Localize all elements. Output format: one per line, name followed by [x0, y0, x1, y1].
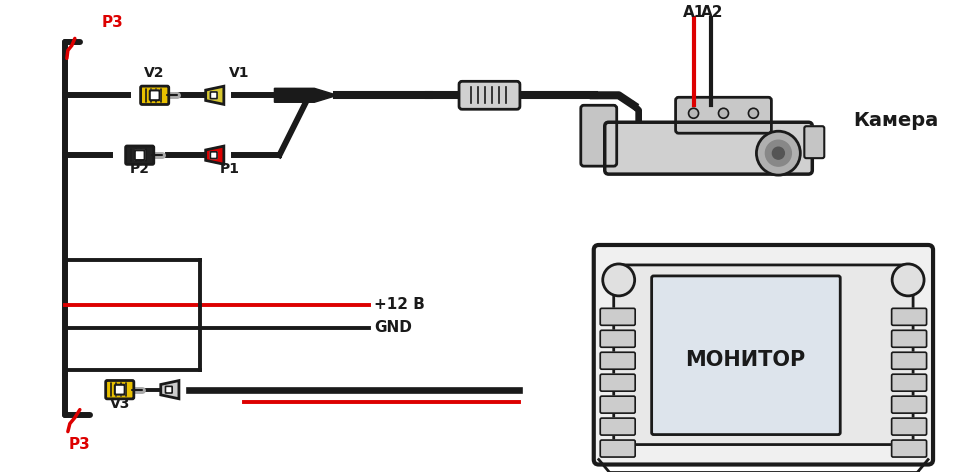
FancyBboxPatch shape — [892, 330, 926, 347]
Text: P1: P1 — [220, 162, 240, 176]
Text: Камера: Камера — [853, 111, 939, 130]
Text: +12 В: +12 В — [374, 297, 425, 312]
FancyBboxPatch shape — [676, 97, 772, 133]
Text: V3: V3 — [109, 396, 130, 411]
FancyBboxPatch shape — [134, 150, 145, 160]
FancyBboxPatch shape — [210, 152, 217, 159]
FancyBboxPatch shape — [600, 374, 636, 391]
FancyBboxPatch shape — [804, 126, 825, 158]
FancyBboxPatch shape — [652, 276, 840, 435]
FancyBboxPatch shape — [600, 418, 636, 435]
Text: GND: GND — [374, 320, 412, 335]
FancyBboxPatch shape — [140, 86, 169, 104]
Circle shape — [765, 140, 791, 166]
FancyBboxPatch shape — [613, 265, 913, 445]
Circle shape — [749, 108, 758, 118]
FancyBboxPatch shape — [600, 330, 636, 347]
Circle shape — [756, 131, 801, 175]
FancyBboxPatch shape — [892, 418, 926, 435]
FancyBboxPatch shape — [892, 396, 926, 413]
FancyBboxPatch shape — [892, 374, 926, 391]
FancyBboxPatch shape — [210, 92, 217, 99]
FancyBboxPatch shape — [600, 352, 636, 369]
FancyBboxPatch shape — [126, 146, 154, 164]
Text: P3: P3 — [102, 15, 124, 30]
Text: МОНИТОР: МОНИТОР — [685, 350, 805, 370]
Text: P2: P2 — [130, 162, 150, 176]
Text: V1: V1 — [229, 67, 250, 80]
FancyBboxPatch shape — [115, 385, 125, 395]
FancyBboxPatch shape — [459, 81, 520, 109]
FancyBboxPatch shape — [594, 245, 933, 464]
Circle shape — [688, 108, 699, 118]
FancyBboxPatch shape — [165, 386, 172, 393]
Circle shape — [718, 108, 729, 118]
FancyBboxPatch shape — [892, 440, 926, 457]
Text: A2: A2 — [701, 5, 724, 20]
Polygon shape — [205, 146, 224, 164]
FancyBboxPatch shape — [150, 90, 159, 100]
Text: P3: P3 — [69, 437, 90, 452]
FancyBboxPatch shape — [600, 308, 636, 325]
Polygon shape — [205, 86, 224, 104]
FancyBboxPatch shape — [892, 352, 926, 369]
FancyBboxPatch shape — [106, 380, 133, 399]
Polygon shape — [160, 380, 179, 399]
Text: A1: A1 — [683, 5, 705, 20]
FancyBboxPatch shape — [581, 105, 616, 166]
FancyBboxPatch shape — [600, 396, 636, 413]
Text: V2: V2 — [144, 67, 165, 80]
Circle shape — [773, 147, 784, 159]
Circle shape — [892, 264, 924, 296]
FancyBboxPatch shape — [605, 122, 812, 174]
Polygon shape — [275, 88, 337, 102]
FancyBboxPatch shape — [600, 440, 636, 457]
Circle shape — [603, 264, 635, 296]
FancyBboxPatch shape — [892, 308, 926, 325]
